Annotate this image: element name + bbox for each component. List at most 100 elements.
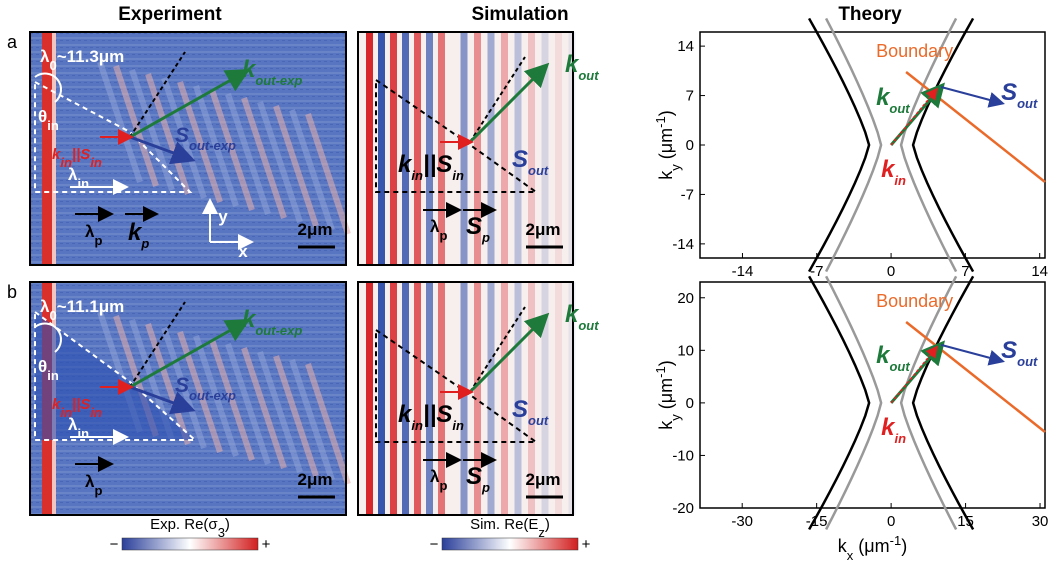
y-tick-label: 0 — [686, 137, 694, 154]
subscript: out-exp — [255, 323, 302, 338]
text-part: λ — [85, 222, 95, 241]
subscript: in — [894, 430, 906, 445]
field-band — [474, 32, 481, 265]
k-in-arrow — [890, 87, 938, 146]
k-in-s-in-label: kin||Sin — [52, 396, 102, 420]
field-band — [474, 282, 481, 515]
colorbar — [121, 537, 259, 551]
text-part: k — [565, 51, 580, 78]
x-tick-label: 0 — [887, 263, 895, 280]
label-unit: (μm — [853, 536, 889, 556]
k-arrow — [468, 312, 550, 394]
fringe — [209, 339, 255, 461]
k-out-label: kout-exp — [242, 306, 302, 338]
subscript: p — [481, 480, 490, 495]
text-part: S — [466, 213, 482, 240]
colorbar-min: − — [110, 536, 119, 553]
text-part: λ — [40, 297, 50, 316]
subscript: out — [1017, 96, 1038, 111]
y-tick-label: 10 — [677, 342, 694, 359]
panels: Experiment Simulation Theoryaλ0~11.3μmθink… — [7, 4, 1049, 563]
boundary-label: Boundary — [876, 41, 953, 61]
s-p-label: Sp — [466, 213, 490, 245]
s-out-arrow — [940, 86, 1005, 108]
colorbar-max: + — [262, 536, 271, 553]
frame — [357, 31, 574, 266]
text-part: k — [52, 146, 61, 163]
label-sub: y — [668, 414, 683, 421]
contour — [808, 275, 871, 531]
fringe — [161, 77, 207, 199]
x-tick-label: 30 — [1032, 513, 1049, 530]
subscript: out — [578, 318, 599, 333]
text-part: ||S — [72, 396, 90, 413]
field-band — [555, 32, 562, 265]
text-part: λ — [68, 165, 78, 184]
label-exp: -1 — [890, 533, 902, 548]
field-band — [514, 32, 522, 265]
text-part: ) — [225, 516, 230, 533]
subscript: in — [47, 368, 59, 383]
fringe — [305, 363, 351, 485]
panel-label: a — [7, 32, 18, 52]
field-band — [414, 282, 421, 515]
k-in-s-in-label: kin||Sin — [398, 401, 464, 433]
subscript: in — [90, 405, 102, 420]
panel-label: b — [7, 282, 17, 302]
field-band — [366, 32, 373, 265]
k-arrow — [468, 62, 550, 144]
boundary-label: Boundary — [876, 291, 953, 311]
scale-label: 2μm — [526, 470, 561, 489]
contour — [825, 275, 883, 531]
y-tick-label: -14 — [672, 236, 694, 253]
dashed-region — [34, 80, 193, 193]
k-in-label: kin — [881, 414, 906, 446]
label-close: ) — [656, 360, 676, 366]
subscript: 0 — [49, 58, 56, 73]
label-unit: (μm — [656, 128, 676, 164]
lambda-p-label: λp — [85, 472, 102, 498]
text-part: λ — [430, 467, 440, 486]
label-var: k — [656, 420, 676, 430]
lambda-in-label: λin — [68, 415, 89, 441]
angle-arc — [34, 72, 62, 103]
plot-frame — [699, 281, 1046, 509]
subscript: out-exp — [189, 138, 236, 153]
subscript: in — [411, 168, 423, 183]
subscript: in — [77, 176, 89, 191]
text-part: k — [881, 156, 896, 183]
contour — [807, 17, 871, 273]
plot-frame — [699, 31, 1046, 259]
frame — [29, 281, 347, 516]
subscript: out — [889, 358, 910, 373]
k-p-label: kp — [128, 219, 149, 251]
subscript: out — [1017, 353, 1038, 368]
subscript: out — [889, 101, 910, 116]
subscript: in — [60, 155, 72, 170]
x-tick-label: -14 — [732, 263, 754, 280]
field-band — [426, 282, 433, 515]
fringe — [145, 73, 191, 195]
label-exp: -1 — [653, 366, 668, 378]
subscript: out — [578, 68, 599, 83]
subscript: in — [47, 118, 59, 133]
scale-label: 2μm — [298, 220, 333, 239]
fringe — [145, 323, 191, 445]
x-tick-label: 0 — [887, 513, 895, 530]
subscript: p — [439, 228, 447, 243]
s-out-label: Sout — [1001, 337, 1038, 369]
fringe — [177, 81, 223, 203]
label-var: k — [656, 170, 676, 180]
text-part: S — [512, 396, 528, 423]
k-out-label: kout-exp — [242, 56, 302, 88]
scale-label: 2μm — [526, 220, 561, 239]
field-band — [514, 282, 522, 515]
fringe — [305, 113, 351, 235]
subscript: p — [94, 483, 102, 498]
subscript: 3 — [218, 525, 225, 540]
subscript: p — [481, 230, 490, 245]
subscript: out-exp — [189, 388, 236, 403]
text-part: S — [175, 374, 189, 397]
s-out-label: Sout-exp — [175, 124, 236, 153]
field-band — [555, 282, 562, 515]
